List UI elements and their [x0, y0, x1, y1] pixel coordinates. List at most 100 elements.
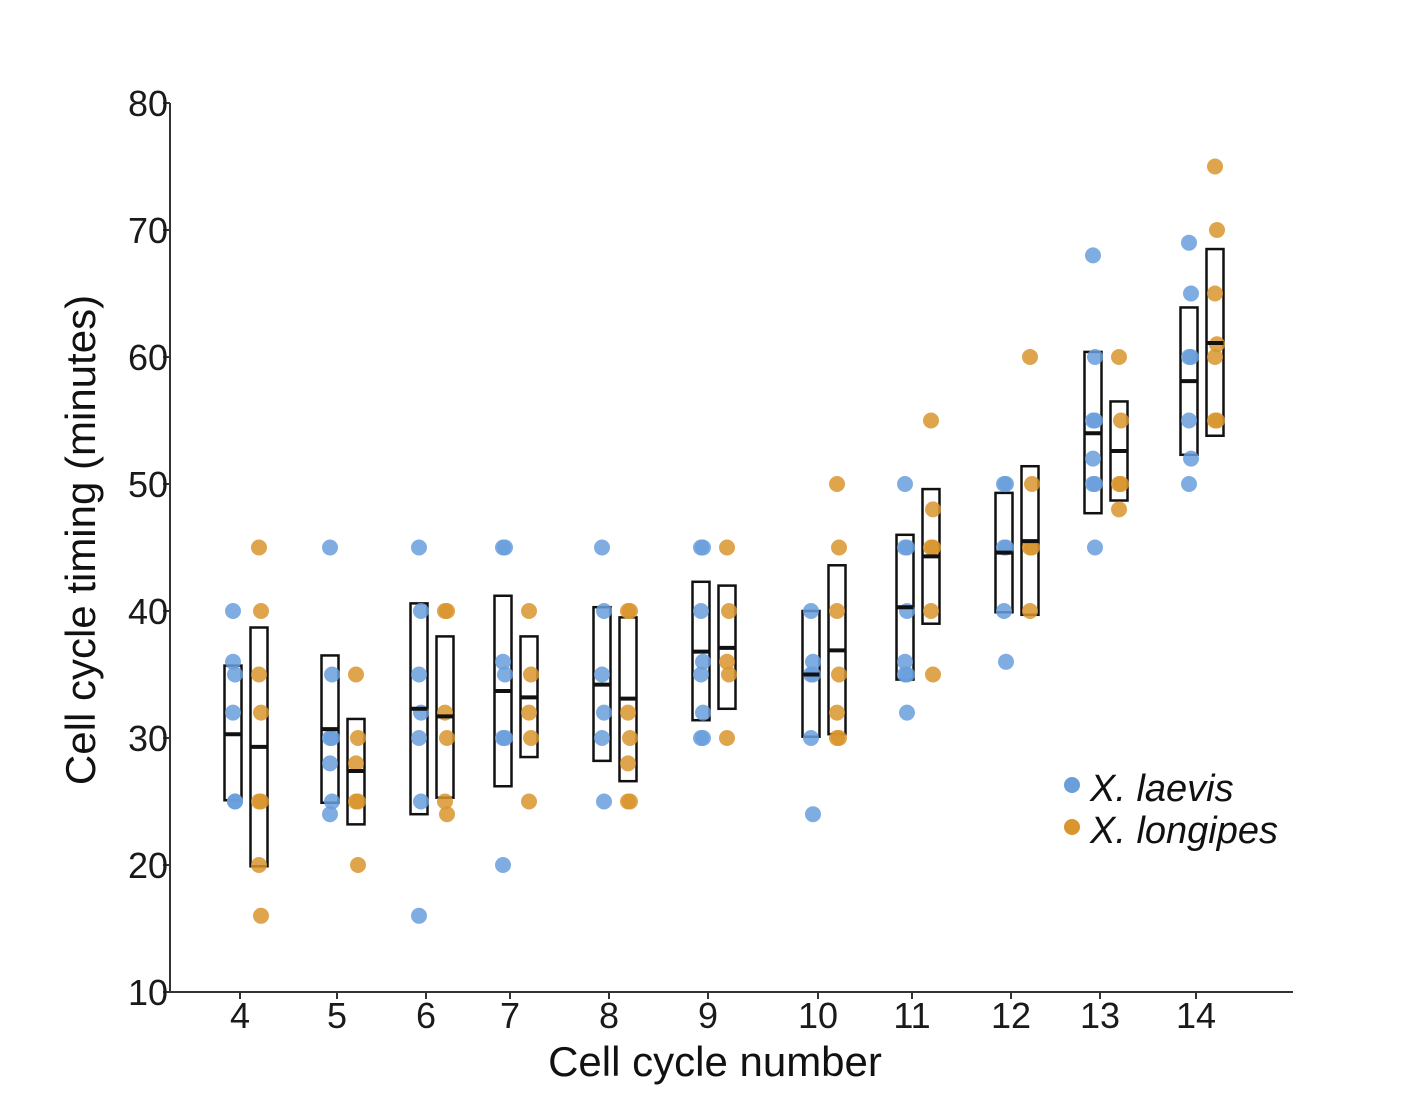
data-point [695, 704, 711, 721]
data-point [693, 666, 709, 683]
data-point [596, 793, 612, 810]
data-point [594, 666, 610, 683]
data-point [721, 603, 737, 619]
data-point [829, 730, 845, 746]
data-point [1022, 603, 1038, 619]
data-point [322, 755, 338, 772]
data-point [1024, 539, 1040, 556]
data-point [695, 730, 711, 746]
y-axis-label: Cell cycle timing (minutes) [57, 295, 104, 785]
data-point [594, 730, 610, 746]
data-point [1183, 349, 1199, 365]
data-point [521, 704, 537, 721]
data-point [348, 793, 364, 810]
x-tick-label: 7 [500, 995, 520, 1036]
data-point [695, 539, 711, 556]
data-point [324, 730, 340, 746]
y-tick-label: 80 [128, 83, 168, 124]
data-point [829, 476, 845, 492]
data-point [1181, 234, 1197, 251]
x-tick-label: 13 [1080, 995, 1120, 1036]
data-point [1113, 412, 1129, 429]
data-point [719, 539, 735, 556]
data-point [251, 666, 267, 683]
legend: X. laevis X. longipes [1064, 768, 1278, 852]
data-point [1085, 247, 1101, 264]
legend-marker-x-longipes [1064, 819, 1080, 835]
y-tick-label: 30 [128, 718, 168, 759]
data-point [251, 539, 267, 556]
data-point [322, 806, 338, 823]
data-point [437, 793, 453, 810]
data-point [497, 666, 513, 683]
x-tick-label: 5 [327, 995, 347, 1036]
data-point [620, 704, 636, 721]
data-point [1209, 222, 1225, 238]
data-point [1111, 501, 1127, 518]
data-point [227, 666, 243, 683]
data-point [1207, 285, 1223, 302]
data-point [495, 653, 511, 670]
x-tick-label: 10 [798, 995, 838, 1036]
data-point [225, 704, 241, 721]
x-tick-label: 6 [416, 995, 436, 1036]
data-point [1087, 349, 1103, 365]
data-point [225, 603, 241, 619]
data-point [998, 476, 1014, 492]
data-point [721, 666, 737, 683]
data-point [439, 806, 455, 823]
data-point [925, 501, 941, 518]
data-point [897, 666, 913, 683]
y-tick-label: 20 [128, 845, 168, 886]
data-point [497, 539, 513, 556]
data-point [594, 539, 610, 556]
x-axis-label: Cell cycle number [548, 1038, 882, 1085]
data-point [897, 653, 913, 670]
data-point [620, 755, 636, 772]
y-tick-label: 60 [128, 337, 168, 378]
axis-ticks: 10 20 30 40 50 60 70 80 4 5 6 7 8 9 10 11 12 13 14 [128, 83, 1216, 1036]
x-tick-label: 14 [1176, 995, 1216, 1036]
data-point [413, 603, 429, 619]
data-point [831, 539, 847, 556]
data-point [253, 793, 269, 810]
data-point [521, 603, 537, 619]
data-point [495, 857, 511, 873]
data-point [998, 653, 1014, 670]
y-tick-label: 70 [128, 210, 168, 251]
data-point [693, 603, 709, 619]
legend-label-x-laevis: X. laevis [1089, 768, 1234, 810]
data-point [622, 603, 638, 619]
data-point [253, 603, 269, 619]
data-point [805, 806, 821, 823]
data-point [1111, 349, 1127, 365]
legend-label-x-longipes: X. longipes [1089, 810, 1278, 852]
y-tick-label: 50 [128, 464, 168, 505]
data-point [324, 666, 340, 683]
data-point [831, 666, 847, 683]
data-point [350, 730, 366, 746]
data-point [620, 793, 636, 810]
plot-area [223, 158, 1225, 924]
x-tick-label: 11 [893, 995, 930, 1036]
x-tick-label: 9 [698, 995, 718, 1036]
x-tick-label: 8 [599, 995, 619, 1036]
data-point [225, 653, 241, 670]
data-point [829, 603, 845, 619]
data-point [996, 603, 1012, 619]
data-point [413, 793, 429, 810]
data-point [695, 653, 711, 670]
data-point [411, 730, 427, 746]
data-point [1085, 450, 1101, 467]
data-point [523, 666, 539, 683]
data-point [1113, 476, 1129, 492]
legend-marker-x-laevis [1064, 777, 1080, 793]
data-point [925, 539, 941, 556]
data-point [719, 730, 735, 746]
data-point [253, 907, 269, 924]
data-point [897, 539, 913, 556]
data-point [324, 793, 340, 810]
data-point [1183, 450, 1199, 467]
data-point [805, 653, 821, 670]
data-point [719, 653, 735, 670]
